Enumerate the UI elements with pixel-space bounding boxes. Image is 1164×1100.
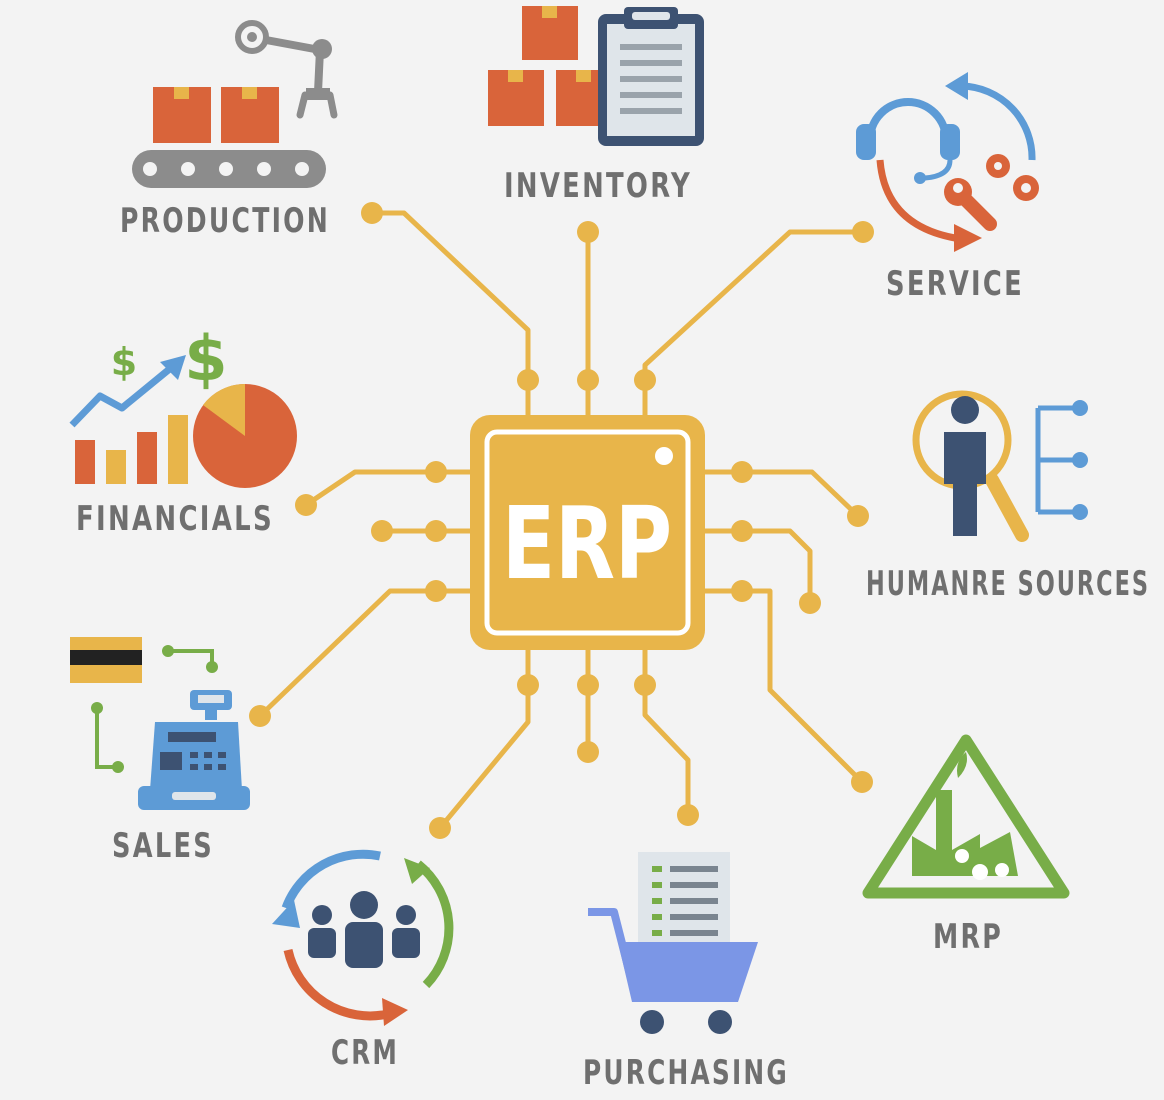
cash-register-card-icon	[70, 637, 250, 810]
module-crm: CRM	[272, 849, 454, 1073]
mrp-label: MRP	[933, 917, 1003, 957]
small-dollar-glyph: $	[111, 340, 137, 384]
headset-tools-icon	[856, 72, 1039, 252]
purchasing-label: PURCHASING	[583, 1053, 789, 1093]
trace-financials	[303, 469, 439, 508]
trace-sales	[257, 588, 439, 719]
boxes-clipboard-icon	[488, 6, 704, 146]
trace-crm	[437, 682, 531, 831]
sales-label: SALES	[112, 826, 214, 866]
erp-label: ERP	[502, 485, 672, 602]
module-service: SERVICE	[856, 72, 1039, 304]
chart-dollar-icon: $ $	[69, 322, 297, 488]
human-resources-label: HUMANRE SOURCES	[866, 564, 1150, 604]
trace-production	[369, 210, 531, 383]
crm-label: CRM	[331, 1033, 399, 1073]
erp-chip: ERP	[470, 415, 705, 650]
service-label: SERVICE	[886, 264, 1024, 304]
trace-right-mid	[739, 528, 813, 606]
module-purchasing: PURCHASING	[583, 852, 789, 1093]
module-inventory: INVENTORY	[488, 6, 704, 206]
chip-dot	[655, 447, 673, 465]
module-sales: SALES	[70, 637, 250, 866]
trace-purchasing	[642, 682, 691, 818]
inventory-label: INVENTORY	[504, 166, 692, 206]
trace-human-resources	[739, 469, 861, 519]
module-production: PRODUCTION	[120, 20, 338, 241]
module-human-resources: HUMANRE SOURCES	[866, 390, 1150, 604]
person-magnifier-icon	[912, 390, 1088, 542]
module-mrp: MRP	[862, 734, 1070, 957]
financials-label: FINANCIALS	[76, 499, 274, 539]
conveyor-robot-arm-icon	[132, 20, 338, 188]
production-label: PRODUCTION	[120, 201, 330, 241]
circuit-nodes	[249, 202, 874, 839]
trace-mrp	[739, 588, 865, 785]
trace-service	[642, 229, 866, 383]
big-dollar-glyph: $	[184, 322, 227, 395]
people-cycle-icon	[272, 849, 454, 1026]
shopping-cart-list-icon	[588, 852, 758, 1034]
factory-triangle-icon	[862, 734, 1070, 899]
module-financials: $ $ FINANCIALS	[69, 322, 297, 539]
